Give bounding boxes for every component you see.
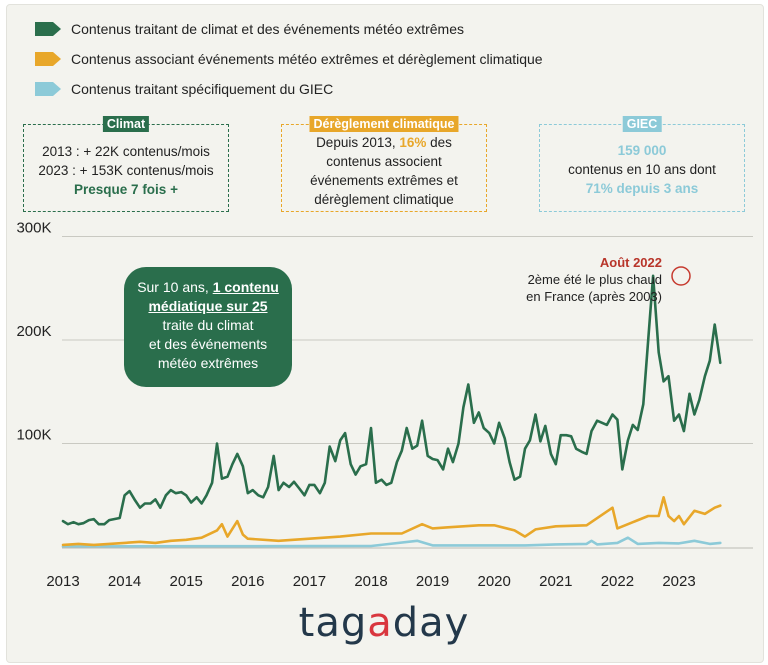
bubble-line5: météo extrêmes	[157, 355, 259, 371]
callout-giec: GIEC 159 000 contenus en 10 ans dont 71%…	[539, 116, 745, 212]
legend-label-climat: Contenus traitant de climat et des événe…	[71, 21, 464, 37]
bubble-line1: Sur 10 ans, 1 contenu	[137, 279, 279, 295]
y-tick-label: 300K	[16, 220, 51, 237]
x-tick-label: 2023	[662, 573, 695, 590]
callout-dereglement-line3: événements extrêmes et	[310, 173, 458, 188]
legend-item-climat: Contenus traitant de climat et des événe…	[35, 14, 543, 44]
x-tick-label: 2019	[416, 573, 449, 590]
y-tick-label: 100K	[16, 427, 51, 444]
legend: Contenus traitant de climat et des événe…	[35, 14, 543, 104]
legend-item-dereglement: Contenus associant événements météo extr…	[35, 44, 543, 74]
callout-dereglement-line1: Depuis 2013, 16% des	[316, 135, 452, 150]
callout-dereglement: Dérèglement climatique Depuis 2013, 16% …	[281, 116, 487, 212]
bubble-line3: traite du climat	[162, 317, 254, 333]
callout-climat-highlight: Presque 7 fois +	[74, 182, 178, 197]
x-tick-label: 2020	[478, 573, 511, 590]
x-tick-label: 2018	[354, 573, 387, 590]
series-line-1	[61, 496, 722, 547]
callout-climat-line2: 2023 : + 153K contenus/mois	[38, 163, 214, 178]
callout-giec-line2: contenus en 10 ans dont	[568, 162, 716, 177]
callout-dereglement-line4: dérèglement climatique	[314, 192, 454, 207]
annotation-line2: en France (après 2003)	[526, 289, 662, 304]
summary-bubble: Sur 10 ans, 1 contenu médiatique sur 25 …	[124, 267, 292, 387]
arrow-blue-icon	[35, 82, 61, 96]
annotation-title: Août 2022	[599, 255, 662, 270]
x-tick-label: 2017	[293, 573, 326, 590]
arrow-green-icon	[35, 22, 61, 36]
x-tick-label: 2022	[601, 573, 634, 590]
legend-label-dereglement: Contenus associant événements météo extr…	[71, 51, 543, 67]
callout-giec-line3: 71% depuis 3 ans	[585, 181, 699, 196]
tagaday-logo: tagaday	[298, 600, 470, 646]
peak-annotation: Août 2022 2ème été le plus chaud en Fran…	[490, 254, 662, 305]
annotation-line1: 2ème été le plus chaud	[527, 272, 662, 287]
legend-item-giec: Contenus traitant spécifiquement du GIEC	[35, 74, 543, 104]
peak-highlight-circle	[671, 266, 691, 286]
callout-giec-title: GIEC	[622, 116, 662, 132]
callout-climat-line1: 2013 : + 22K contenus/mois	[42, 144, 210, 159]
bubble-line2: médiatique sur 25	[148, 298, 268, 314]
callout-dereglement-line2: contenus associent	[326, 154, 442, 169]
legend-label-giec: Contenus traitant spécifiquement du GIEC	[71, 81, 334, 97]
x-tick-label: 2013	[46, 573, 79, 590]
x-tick-label: 2014	[108, 573, 141, 590]
x-tick-label: 2016	[231, 573, 264, 590]
arrow-orange-icon	[35, 52, 61, 66]
callout-climat: Climat 2013 : + 22K contenus/mois 2023 :…	[23, 116, 229, 212]
callout-giec-line1: 159 000	[617, 143, 667, 158]
x-tick-label: 2015	[170, 573, 203, 590]
y-tick-label: 200K	[16, 323, 51, 340]
series-line-2	[61, 536, 722, 548]
callout-dereglement-title: Dérèglement climatique	[309, 116, 459, 132]
bubble-line4: et des événements	[148, 336, 268, 352]
series-line-0	[61, 274, 722, 526]
x-tick-label: 2021	[539, 573, 572, 590]
callout-climat-title: Climat	[102, 116, 150, 132]
